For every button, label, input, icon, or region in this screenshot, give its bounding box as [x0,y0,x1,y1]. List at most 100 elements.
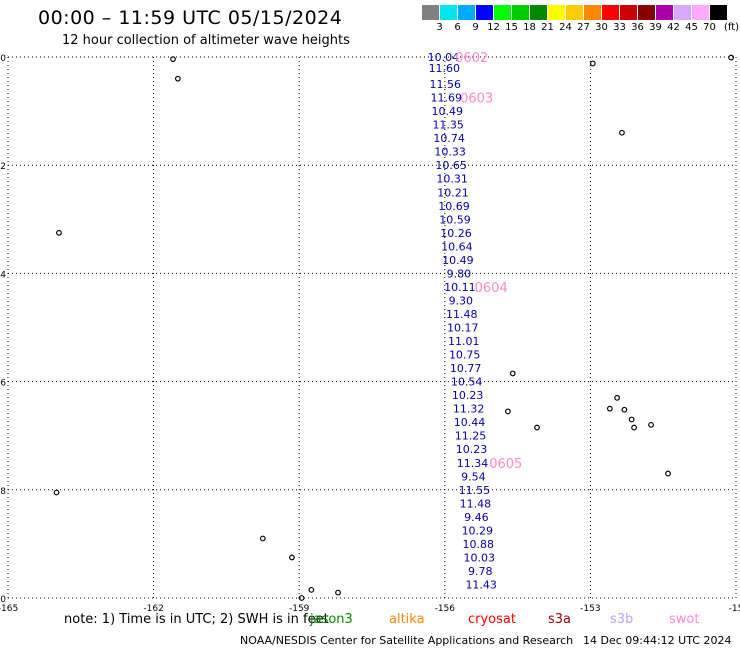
legend-label: 12 [487,22,500,33]
lon-tick-label: -165 [0,604,18,614]
wave-height-label: 10.65 [435,159,467,172]
island-outline [728,54,735,61]
wave-height-label: 10.44 [454,416,486,429]
wave-height-label: 10.33 [434,146,466,159]
lon-tick-label: -162 [143,604,163,614]
island-outline [53,489,60,496]
island-outline [606,405,613,412]
legend-swatch [620,5,637,20]
island-outline [298,595,305,601]
lon-tick-label: -159 [289,604,310,614]
pass-time-label: 0602 [455,51,488,66]
satellite-label: altika [389,612,425,627]
legend-swatch [674,5,691,20]
legend-label: 33 [613,22,626,33]
lat-tick-label: -20 [0,595,6,605]
lon-tick-label: -15 [729,604,740,614]
wave-height-label: 10.23 [456,443,488,456]
island-outline [648,421,654,428]
legend-swatch [548,5,565,20]
legend-swatch [476,5,493,20]
legend-label: 30 [595,22,608,33]
island-outline [289,554,295,561]
island-outline [665,470,671,477]
wave-height-label: 10.04 [428,51,460,64]
wave-height-label: 9.78 [468,565,493,578]
wave-height-label: 11.48 [446,308,478,321]
island-outline [614,394,620,401]
wave-height-label: 11.01 [448,335,480,348]
legend-label: 42 [667,22,680,33]
generated-timestamp: 14 Dec 09:44:12 UTC 2024 [583,634,732,647]
wave-height-label: 11.48 [460,497,492,510]
wave-height-label: 10.88 [463,538,495,551]
wave-height-label: 10.59 [439,213,471,226]
wave-height-label: 10.74 [433,132,465,145]
island-outline [174,75,181,82]
wave-height-label: 11.60 [429,62,461,75]
wave-height-label: 10.75 [449,349,481,362]
wave-height-label: 10.29 [462,524,494,537]
lat-tick-label: -16 [0,379,6,389]
legend-label: 24 [559,22,572,33]
island-outline [589,60,596,67]
lat-tick-label: -10 [0,54,6,64]
wave-height-label: 10.23 [452,389,484,402]
legend-swatch [494,5,511,20]
legend-label: 36 [631,22,644,33]
island-outline [628,416,635,423]
wave-height-label: 10.77 [450,362,482,375]
wave-height-label: 11.35 [432,119,464,132]
lat-tick-label: -12 [0,162,6,172]
legend-label: 70 [703,22,716,33]
page-subtitle: 12 hour collection of altimeter wave hei… [62,33,350,48]
pass-time-label: 0605 [489,457,522,472]
island-outline [170,56,176,63]
wave-height-label: 10.31 [436,173,468,186]
color-legend: 3 6 9 12 15 18 21 24 27 30 33 36 39 42 45 70 (ft) [422,5,739,35]
wave-height-label: 10.21 [437,186,469,199]
wave-height-label: 11.34 [457,457,489,470]
island-outline [504,408,511,415]
legend-label: 45 [685,22,698,33]
legend-swatch [710,5,727,20]
island-outline [259,535,266,542]
footer-note: note: 1) Time is in UTC; 2) SWH is in fe… [64,612,329,627]
legend-swatch [602,5,619,20]
island-outline [534,424,540,431]
wave-height-label: 9.54 [461,470,486,483]
legend-swatch [458,5,475,20]
wave-height-label: 10.64 [441,240,473,253]
satellite-label: cryosat [468,612,516,627]
wave-height-label: 11.56 [430,78,462,91]
legend-swatch [638,5,655,20]
wave-height-label: 11.43 [465,578,497,591]
island-outline [308,586,315,593]
satellite-label: s3b [610,612,634,627]
wave-height-label: 10.03 [464,551,496,564]
island-outline [619,129,625,136]
legend-swatch [512,5,529,20]
lat-tick-label: -18 [0,487,6,497]
wave-height-label: 9.46 [464,511,489,524]
legend-label: 39 [649,22,662,33]
legend-label: 15 [505,22,518,33]
legend-swatch [584,5,601,20]
wave-height-label: 10.26 [440,227,472,240]
legend-swatch [692,5,709,20]
wave-height-label: 11.55 [459,484,491,497]
wave-height-label: 10.49 [431,105,463,118]
lat-tick-label: -14 [0,270,6,280]
legend-label: 27 [577,22,590,33]
legend-swatch [422,5,439,20]
legend-swatch [440,5,457,20]
pass-time-label: 0603 [460,92,493,107]
legend-unit: (ft) [724,22,740,33]
legend-label: 9 [472,22,479,33]
island-outline [335,589,341,596]
wave-height-label: 10.11 [444,281,476,294]
island-outline [509,370,516,377]
wave-height-label: 10.49 [442,254,474,267]
satellite-label: s3a [548,612,572,627]
wave-height-label: 9.30 [449,294,474,307]
